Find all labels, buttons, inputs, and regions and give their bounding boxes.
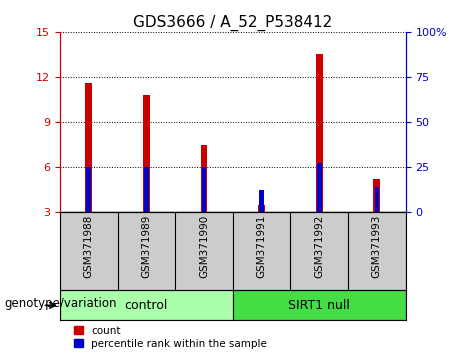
Bar	[86, 167, 91, 212]
Text: GSM371992: GSM371992	[314, 215, 324, 278]
Bar	[373, 179, 380, 212]
Text: GSM371990: GSM371990	[199, 215, 209, 278]
Bar	[85, 83, 92, 212]
Text: SIRT1 null: SIRT1 null	[288, 299, 350, 312]
Text: genotype/variation: genotype/variation	[5, 297, 117, 310]
Title: GDS3666 / A_52_P538412: GDS3666 / A_52_P538412	[133, 14, 332, 30]
Text: GSM371993: GSM371993	[372, 215, 382, 278]
Legend: count, percentile rank within the sample: count, percentile rank within the sample	[74, 326, 267, 349]
Bar	[201, 167, 206, 212]
Text: GSM371991: GSM371991	[257, 215, 266, 278]
Bar	[317, 163, 321, 212]
Bar	[316, 55, 323, 212]
Bar	[374, 187, 379, 212]
Bar	[201, 145, 207, 212]
Bar	[143, 95, 150, 212]
Text: GSM371988: GSM371988	[84, 215, 94, 278]
Text: control: control	[124, 299, 168, 312]
Text: GSM371989: GSM371989	[142, 215, 151, 278]
Bar	[259, 190, 264, 212]
Bar	[60, 290, 233, 320]
Bar	[233, 290, 406, 320]
Bar	[144, 167, 148, 212]
Bar	[258, 205, 265, 212]
